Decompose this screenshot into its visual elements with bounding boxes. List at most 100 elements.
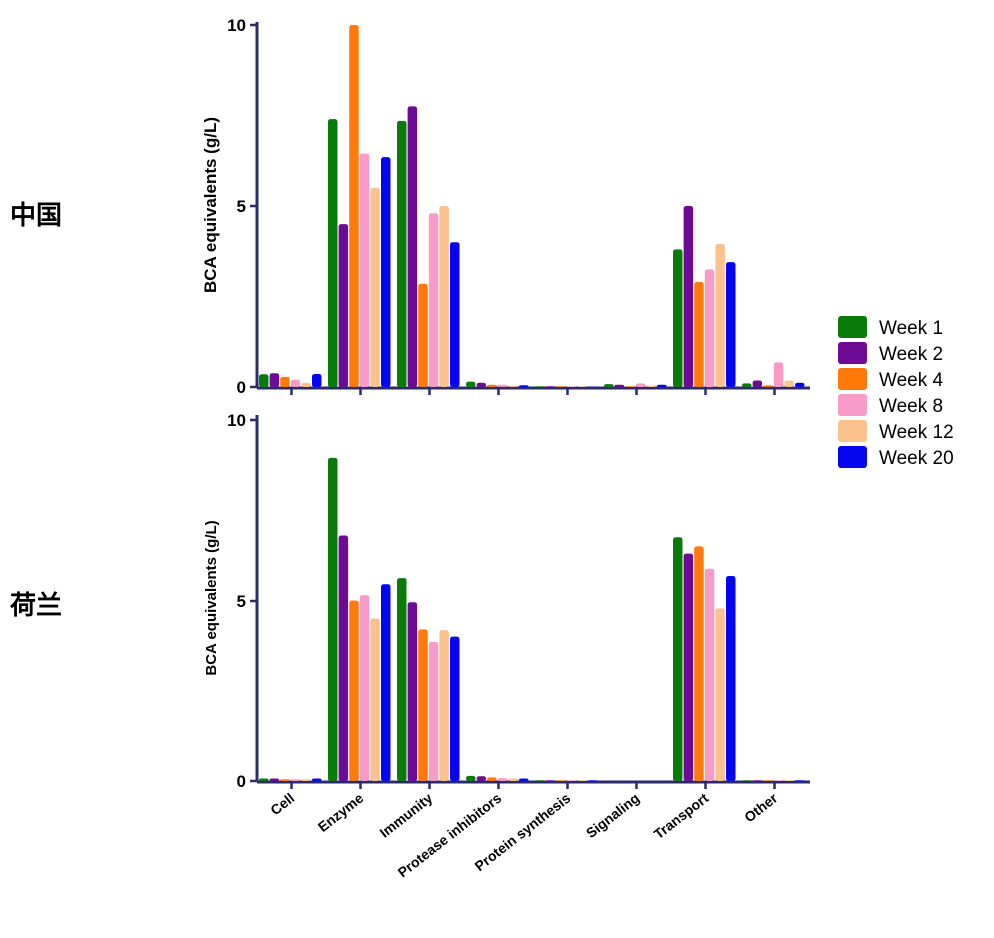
category-label-transport: Transport	[651, 790, 712, 843]
legend-swatch-week-8	[838, 394, 867, 416]
bar-week-4-immunity	[418, 629, 428, 781]
top-y-tick-label: 0	[237, 378, 246, 397]
bar-week-1-protein-synthesis	[535, 386, 545, 387]
top-panel: 10 5 0	[227, 16, 810, 397]
bar-week-8-cell	[290, 379, 301, 387]
bar-week-12-enzyme	[370, 187, 380, 387]
bar-week-1-cell	[259, 374, 269, 387]
bar-week-4-other	[763, 385, 773, 387]
bar-week-20-immunity	[450, 636, 460, 781]
bar-week-2-enzyme	[338, 535, 349, 781]
legend-swatch-week-20	[838, 446, 867, 468]
bar-week-8-cell	[290, 779, 301, 781]
bar-week-20-protease-inhibitors	[519, 385, 529, 387]
bottom-x-ticks	[290, 782, 776, 789]
bar-week-4-transport	[694, 546, 704, 782]
bar-week-4-signaling	[625, 386, 635, 387]
bar-week-20-other	[795, 382, 805, 387]
bar-week-20-cell	[312, 778, 322, 781]
bottom-y-tick-label: 10	[227, 411, 246, 430]
bar-week-8-protein-synthesis	[566, 780, 577, 781]
bar-week-4-other	[763, 780, 773, 781]
bar-week-20-transport	[726, 262, 736, 387]
bar-week-20-transport	[726, 576, 736, 781]
bar-week-12-cell	[301, 382, 311, 387]
bar-week-2-signaling	[614, 384, 625, 387]
bar-week-2-cell	[269, 373, 280, 387]
bar-week-8-other	[773, 780, 784, 781]
bar-week-4-enzyme	[349, 25, 359, 387]
bar-week-20-immunity	[450, 242, 460, 387]
bottom-y-axis-label: BCA equivalents (g/L)	[203, 520, 220, 675]
legend-label-week-1: Week 1	[879, 318, 943, 339]
bar-week-20-enzyme	[381, 584, 391, 781]
bar-week-12-protease-inhibitors	[508, 778, 518, 781]
bar-week-2-transport	[683, 553, 694, 781]
bar-week-2-other	[752, 780, 763, 781]
top-x-ticks	[290, 388, 776, 395]
bar-week-12-protease-inhibitors	[508, 385, 518, 387]
category-label-other: Other	[741, 789, 781, 825]
bar-week-2-protein-synthesis	[545, 386, 556, 387]
bar-week-8-transport	[704, 269, 715, 388]
bar-week-12-other	[784, 780, 794, 781]
bar-week-12-transport	[715, 244, 725, 387]
legend-swatch-week-2	[838, 342, 867, 364]
bottom-y-tick-label: 0	[237, 772, 246, 791]
bar-week-20-protein-synthesis	[588, 780, 598, 781]
bar-week-4-protein-synthesis	[556, 780, 566, 781]
legend-label-week-4: Week 4	[879, 370, 944, 391]
bar-week-1-immunity	[397, 120, 407, 388]
bar-week-2-protein-synthesis	[545, 780, 556, 781]
bar-week-8-other	[773, 362, 784, 387]
bar-week-8-signaling	[635, 383, 646, 387]
bar-week-1-protease-inhibitors	[466, 381, 476, 387]
bar-week-1-immunity	[397, 578, 407, 781]
bar-week-12-immunity	[439, 206, 449, 387]
top-y-axis-label: BCA equivalents (g/L)	[201, 117, 220, 293]
bar-week-20-enzyme	[381, 157, 391, 387]
bar-week-12-cell	[301, 779, 311, 781]
bar-week-2-transport	[683, 206, 694, 387]
bar-week-2-protease-inhibitors	[476, 382, 487, 387]
bar-week-1-enzyme	[328, 457, 338, 781]
panel-label-netherlands: 荷兰	[10, 591, 62, 621]
bar-week-20-cell	[312, 374, 322, 387]
top-y-tick-label: 5	[237, 197, 246, 216]
bar-week-2-enzyme	[338, 224, 349, 387]
bar-week-8-enzyme	[359, 153, 370, 387]
category-label-immunity: Immunity	[376, 790, 435, 841]
bar-week-20-protease-inhibitors	[519, 778, 529, 781]
bar-week-2-immunity	[407, 106, 418, 388]
legend-label-week-20: Week 20	[879, 448, 954, 469]
bar-week-12-transport	[715, 608, 725, 781]
bar-week-12-signaling	[646, 385, 656, 387]
legend-label-week-12: Week 12	[879, 422, 954, 443]
top-bars	[259, 25, 805, 388]
category-label-signaling: Signaling	[583, 790, 642, 841]
bar-week-8-immunity	[428, 213, 439, 387]
legend-swatch-week-4	[838, 368, 867, 390]
bar-week-1-transport	[673, 249, 683, 387]
bar-week-4-protease-inhibitors	[487, 384, 497, 387]
legend-swatch-week-1	[838, 316, 867, 338]
bar-week-8-enzyme	[359, 595, 370, 781]
bar-week-2-other	[752, 380, 763, 387]
bar-week-1-protease-inhibitors	[466, 775, 476, 781]
bar-week-4-transport	[694, 282, 704, 387]
bar-week-8-protease-inhibitors	[497, 384, 508, 387]
bar-week-12-immunity	[439, 630, 449, 781]
bar-week-8-protease-inhibitors	[497, 778, 508, 781]
bar-week-12-enzyme	[370, 618, 380, 781]
bottom-y-tick-label: 5	[237, 592, 246, 611]
bar-week-1-cell	[259, 778, 269, 781]
bar-week-2-immunity	[407, 602, 418, 781]
bar-week-1-other	[742, 383, 752, 387]
panel-label-china: 中国	[10, 201, 62, 231]
bar-week-20-other	[795, 780, 805, 781]
bar-week-1-enzyme	[328, 119, 338, 387]
bar-week-8-transport	[704, 568, 715, 781]
